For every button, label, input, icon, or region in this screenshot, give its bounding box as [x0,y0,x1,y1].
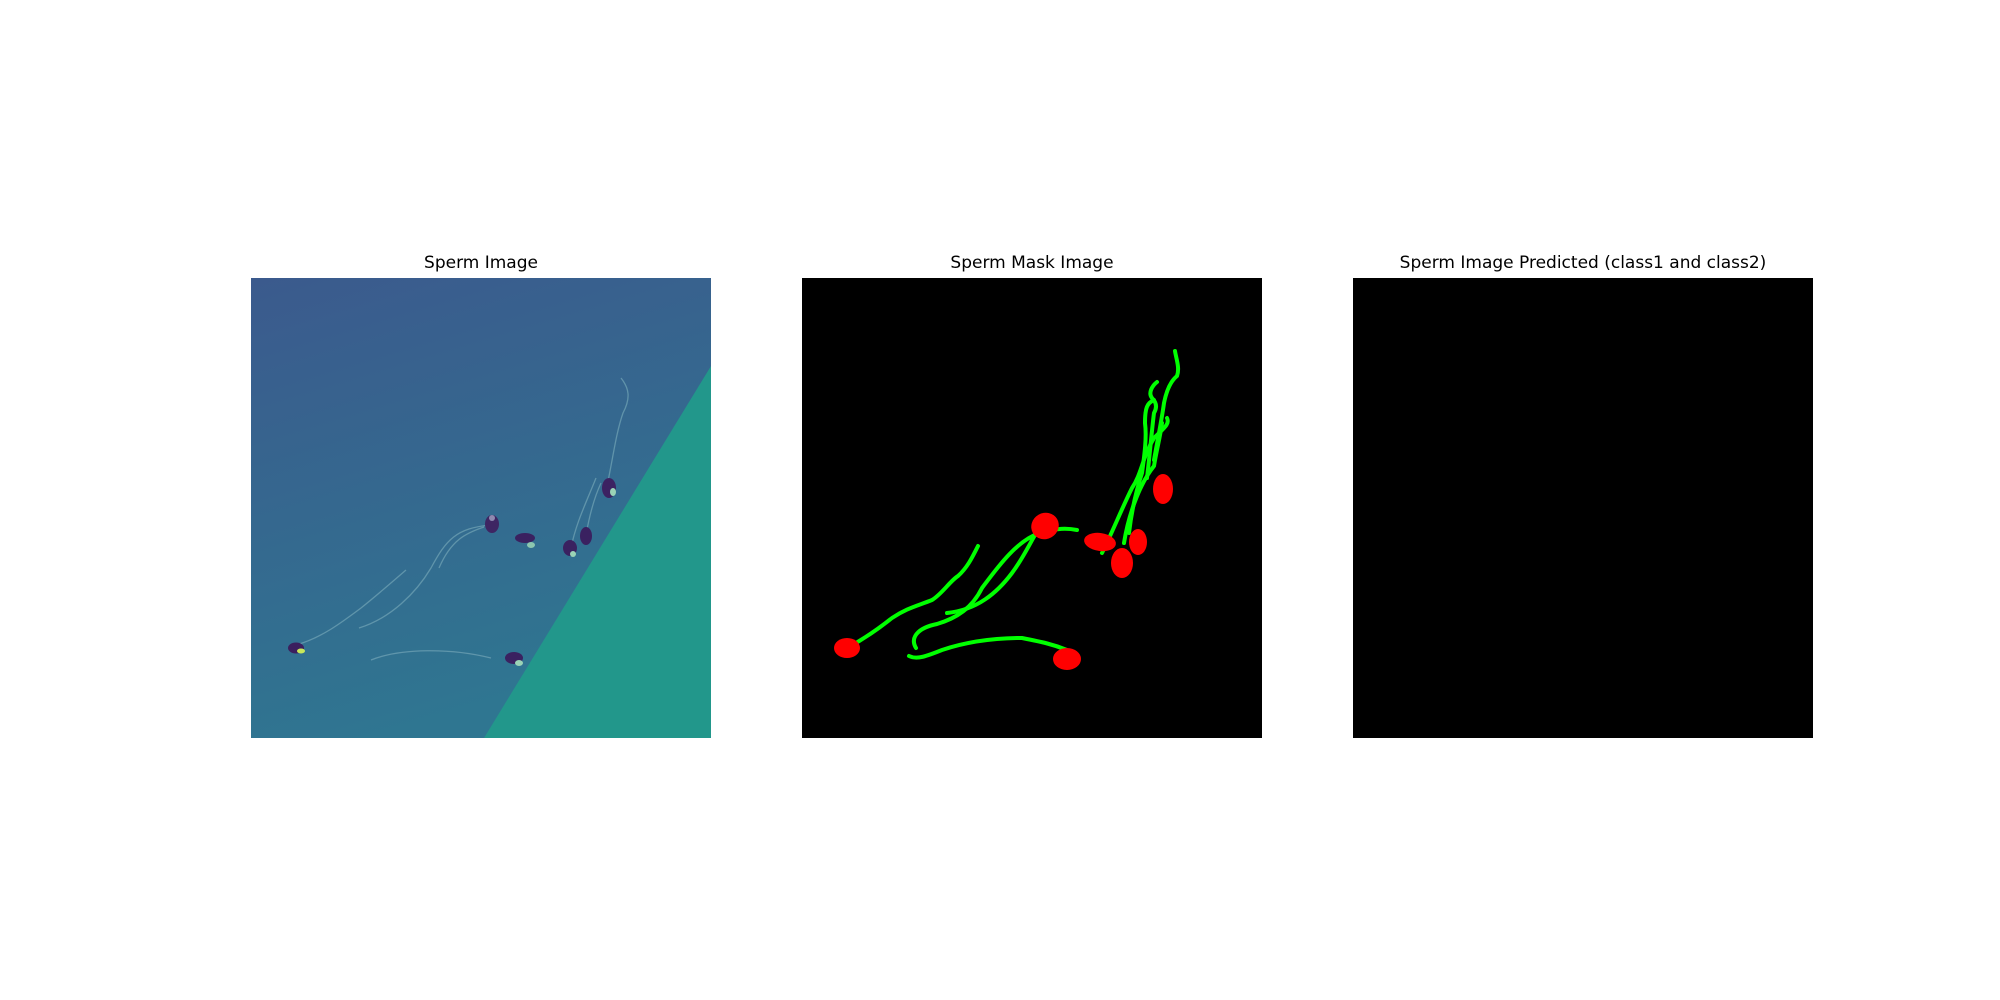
sperm-image-title: Sperm Image [424,253,538,273]
mask-head-segments [834,474,1173,670]
mask-background [802,278,1262,738]
sperm-heads [288,478,616,666]
micrograph-bright-region [484,366,711,738]
sperm-micrograph [251,278,711,738]
sperm-mask-image [802,278,1262,738]
sperm-mask-title: Sperm Mask Image [950,253,1114,273]
predicted-title: Sperm Image Predicted (class1 and class2… [1399,253,1767,273]
prediction-background [1353,278,1813,738]
predicted-mask-image [1353,278,1813,738]
